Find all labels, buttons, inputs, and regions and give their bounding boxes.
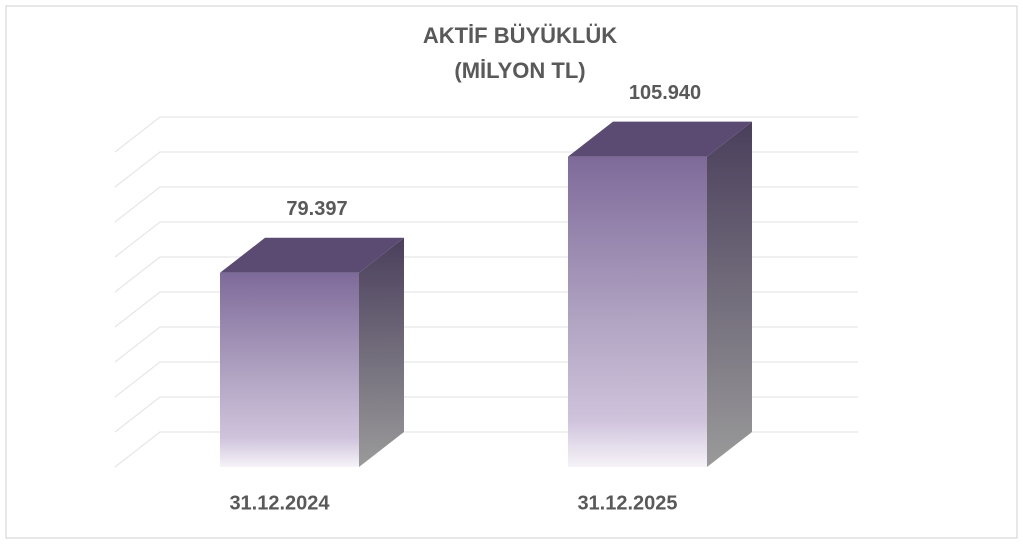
bar-side [359,237,404,467]
x-tick-label: 31.12.2024 [229,492,330,514]
bar-top [220,237,404,273]
data-label: 105.940 [629,82,701,104]
bar-side [707,121,752,467]
chart-title: (MİLYON TL) [454,58,585,83]
data-label: 79.397 [286,198,347,220]
chart-border [5,5,1018,539]
bar-front [220,272,359,467]
bar-front [568,156,707,467]
chart-title: AKTİF BÜYÜKLÜK [423,23,617,48]
x-tick-label: 31.12.2025 [577,492,677,514]
grid-line [114,116,858,153]
bar-top [568,121,752,157]
